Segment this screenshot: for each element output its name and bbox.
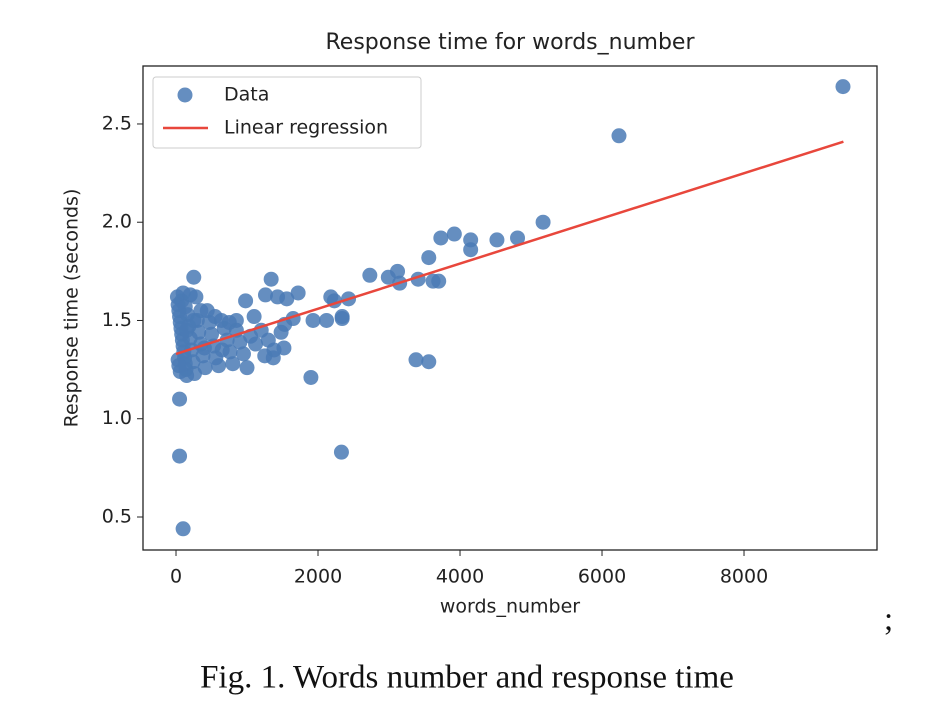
data-point — [333, 444, 349, 460]
data-point — [172, 391, 188, 407]
legend-label: Linear regression — [224, 117, 388, 139]
data-point — [463, 242, 479, 258]
data-point — [421, 354, 437, 370]
data-point — [303, 369, 319, 385]
x-tick-label: 0 — [170, 566, 182, 588]
y-tick-label: 1.0 — [102, 407, 132, 429]
data-point — [446, 226, 462, 242]
data-point — [182, 287, 198, 303]
data-point — [172, 448, 188, 464]
y-tick-label: 1.5 — [102, 309, 132, 331]
data-point — [263, 271, 279, 287]
data-point — [191, 324, 207, 340]
data-point — [319, 312, 335, 328]
y-tick-label: 2.5 — [102, 112, 132, 134]
data-point — [380, 269, 396, 285]
legend-box — [152, 76, 422, 149]
data-point — [186, 312, 202, 328]
punctuation: ; — [884, 602, 893, 638]
data-point — [235, 346, 251, 362]
data-point — [248, 336, 264, 352]
data-point — [421, 250, 437, 266]
x-tick-label: 6000 — [578, 566, 626, 588]
data-point — [362, 267, 378, 283]
data-point — [260, 332, 276, 348]
data-point — [257, 348, 273, 364]
data-point — [186, 269, 202, 285]
x-axis-label: words_number — [440, 596, 580, 618]
data-point — [489, 232, 505, 248]
x-tick-label: 2000 — [294, 566, 342, 588]
data-point — [611, 128, 627, 144]
data-point — [172, 364, 188, 380]
data-point — [334, 311, 350, 327]
data-point — [197, 360, 213, 376]
data-point — [225, 356, 241, 372]
legend-marker — [177, 87, 193, 103]
data-point — [246, 309, 262, 325]
legend-label: Data — [224, 84, 269, 106]
data-point — [535, 214, 551, 230]
data-point — [273, 324, 289, 340]
data-point — [239, 360, 255, 376]
data-point — [214, 342, 230, 358]
figure-caption: Fig. 1. Words number and response time — [200, 660, 734, 696]
regression-line — [175, 140, 844, 356]
data-point — [290, 285, 306, 301]
data-point — [211, 358, 227, 374]
x-tick-label: 4000 — [436, 566, 484, 588]
y-tick-label: 0.5 — [102, 505, 132, 527]
data-point — [204, 326, 220, 342]
y-tick-label: 2.0 — [102, 211, 132, 233]
data-point — [207, 309, 223, 325]
x-tick-label: 8000 — [720, 566, 768, 588]
data-point — [835, 79, 851, 95]
data-point — [238, 293, 254, 309]
data-point — [257, 287, 273, 303]
data-point — [175, 521, 191, 537]
data-point — [433, 230, 449, 246]
data-point — [270, 289, 286, 305]
data-point — [305, 312, 321, 328]
data-point — [510, 230, 526, 246]
data-point — [408, 352, 424, 368]
plot-frame — [142, 65, 878, 551]
data-point — [221, 314, 237, 330]
data-point — [425, 273, 441, 289]
y-axis-label: Response time (seconds) — [61, 189, 83, 428]
chart-title: Response time for words_number — [326, 30, 696, 55]
